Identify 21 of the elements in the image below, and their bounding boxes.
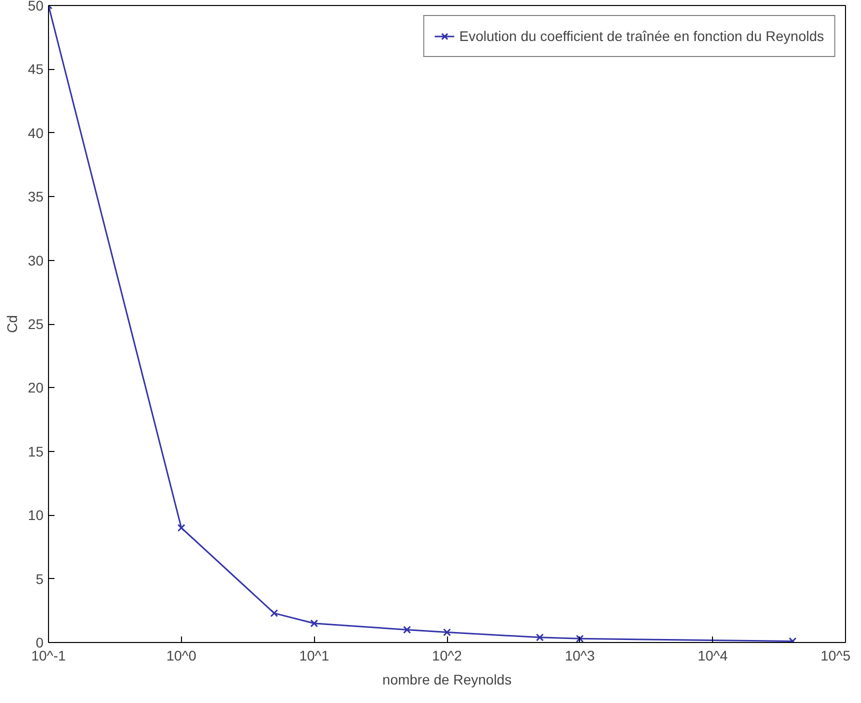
x-tick-label: 10^3: [564, 648, 596, 664]
y-tick-label: 50: [28, 0, 44, 14]
y-tick-label: 20: [28, 380, 44, 396]
y-tick-label: 15: [28, 443, 44, 460]
x-axis-title: nombre de Reynolds: [382, 672, 512, 688]
x-tick-label: 10^1: [299, 648, 330, 664]
x-tick-label: 10^-1: [31, 648, 66, 664]
x-tick-label: 10^2: [432, 648, 462, 664]
y-tick-label: 30: [28, 252, 44, 268]
y-tick-label: 45: [28, 61, 44, 78]
y-tick-label: 10: [28, 507, 44, 524]
x-tick-label: 10^0: [166, 648, 197, 664]
y-axis-title: Cd: [4, 315, 20, 333]
y-tick-label: 0: [36, 634, 44, 650]
y-tick-label: 40: [28, 124, 44, 141]
y-tick-label: 25: [28, 316, 44, 332]
x-tick-label: 10^5: [820, 648, 851, 664]
y-tick-label: 5: [36, 570, 44, 587]
legend-label: Evolution du coefficient de traînée en fonction du Reynolds: [459, 28, 824, 44]
y-tick-label: 35: [28, 188, 44, 205]
x-tick-label: 10^4: [698, 648, 728, 664]
